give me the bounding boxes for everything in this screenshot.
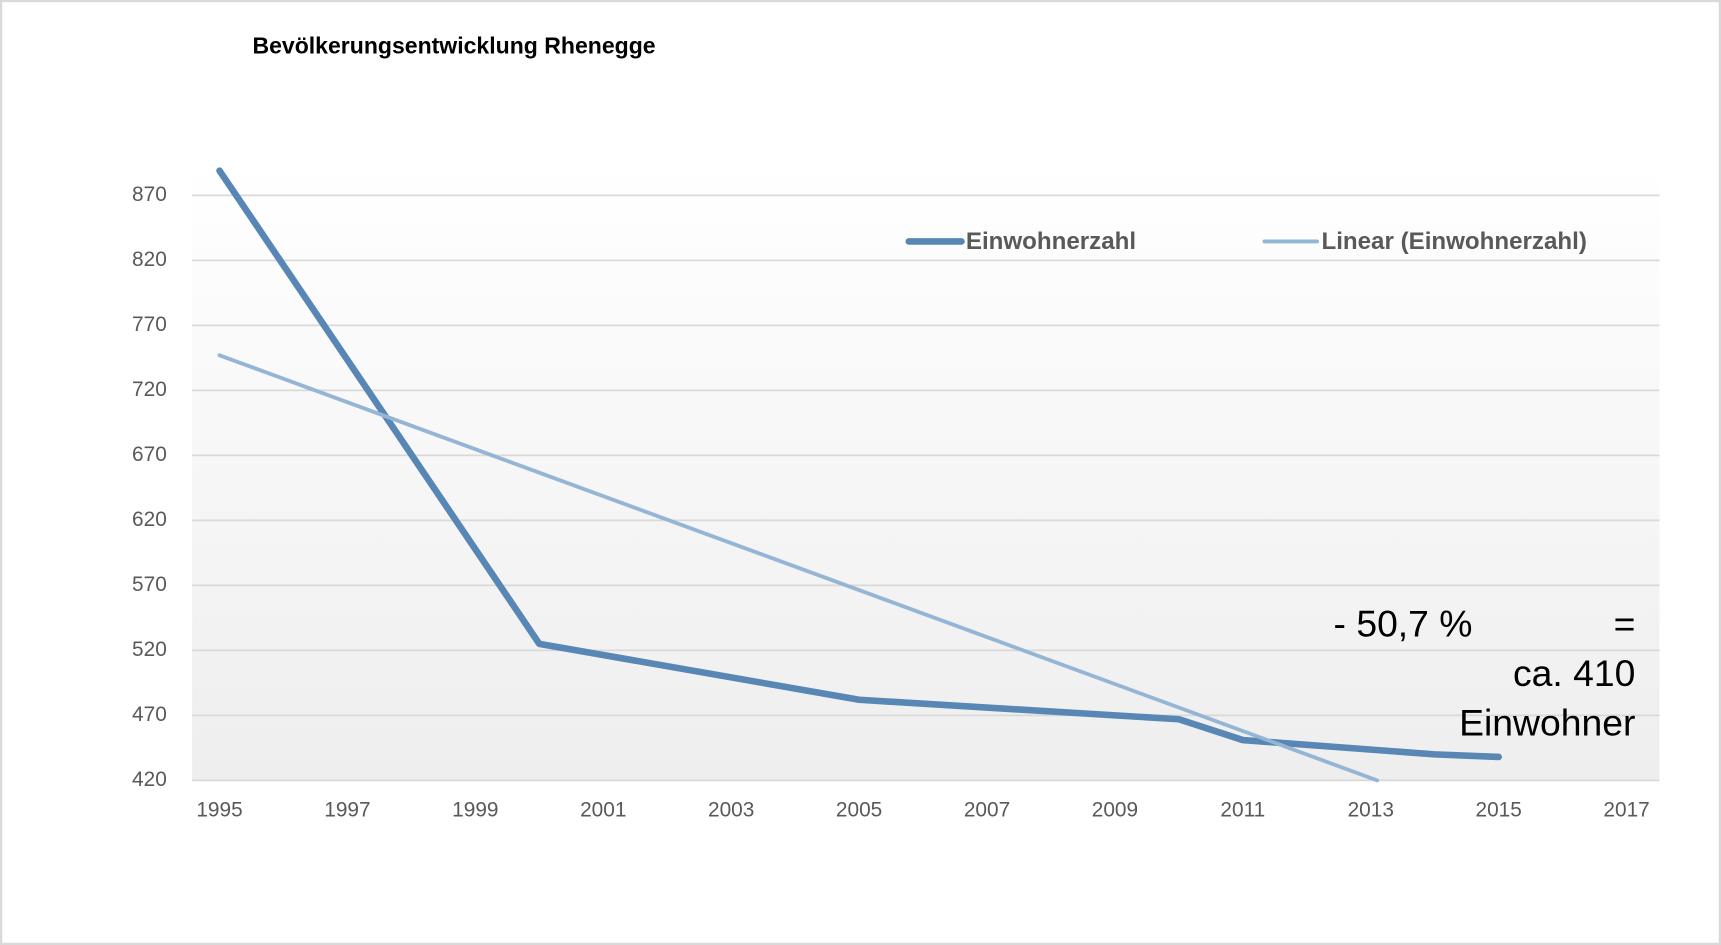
- legend-label: Linear (Einwohnerzahl): [1321, 228, 1586, 255]
- x-tick-label: 2013: [1348, 799, 1394, 822]
- annotation: Einwohner: [1459, 701, 1635, 743]
- y-tick-label: 670: [132, 443, 167, 466]
- x-tick-label: 1999: [452, 799, 498, 822]
- x-tick-label: 2007: [964, 799, 1010, 822]
- x-tick-label: 2001: [580, 799, 626, 822]
- y-tick-label: 570: [132, 573, 167, 596]
- annotation: - 50,7 %: [1334, 603, 1473, 645]
- y-tick-label: 470: [132, 703, 167, 726]
- x-tick-label: 1997: [324, 799, 370, 822]
- y-tick-label: 770: [132, 313, 167, 336]
- plot-area: [192, 164, 1660, 781]
- annotation: =: [1614, 603, 1636, 645]
- x-tick-label: 2011: [1220, 799, 1265, 822]
- x-tick-label: 2005: [836, 799, 882, 822]
- y-tick-label: 420: [132, 768, 167, 791]
- x-tick-label: 1995: [196, 799, 242, 822]
- chart-title: Bevölkerungsentwicklung Rhenegge: [252, 32, 655, 58]
- x-tick-label: 2009: [1092, 799, 1138, 822]
- x-tick-label: 2015: [1475, 799, 1521, 822]
- y-tick-label: 720: [132, 378, 167, 401]
- y-tick-label: 620: [132, 508, 167, 531]
- y-tick-label: 870: [132, 183, 167, 206]
- y-tick-label: 820: [132, 248, 167, 271]
- x-tick-label: 2003: [708, 799, 754, 822]
- y-tick-label: 520: [132, 638, 167, 661]
- legend-label: Einwohnerzahl: [966, 228, 1136, 255]
- annotation: ca. 410: [1513, 652, 1635, 694]
- line-series: [217, 353, 1380, 783]
- x-tick-label: 2017: [1603, 799, 1649, 822]
- line-series: [216, 167, 1502, 761]
